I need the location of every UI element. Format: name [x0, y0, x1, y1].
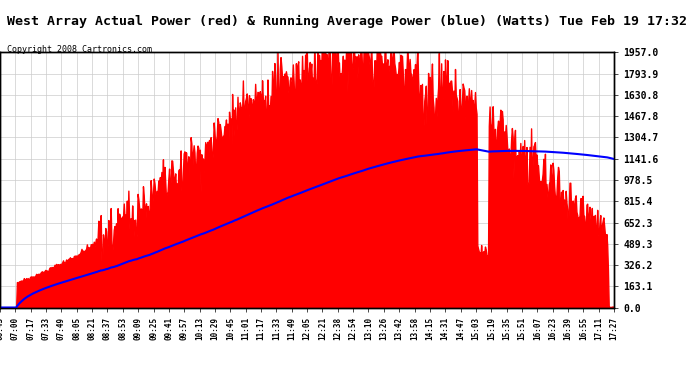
Text: West Array Actual Power (red) & Running Average Power (blue) (Watts) Tue Feb 19 : West Array Actual Power (red) & Running …	[7, 15, 687, 28]
Text: Copyright 2008 Cartronics.com: Copyright 2008 Cartronics.com	[7, 45, 152, 54]
